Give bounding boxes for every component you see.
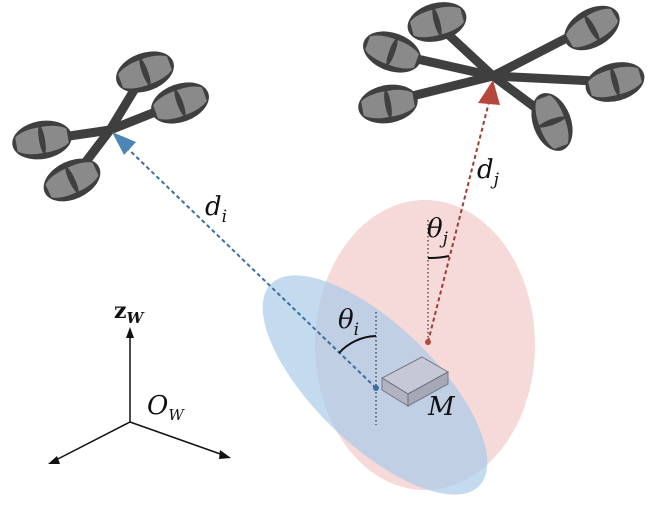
ray-d-i (123, 144, 377, 389)
blue-uncertainty-ellipse (262, 275, 488, 495)
point-i (373, 385, 379, 391)
ray-d-j-arrowhead (478, 80, 500, 105)
label-origin-w: OW (147, 391, 185, 424)
world-frame-axes (51, 334, 227, 463)
quadrotor-icon (9, 43, 215, 210)
point-j (425, 339, 431, 345)
ray-d-i-arrowhead (112, 132, 136, 155)
angle-arc-i (338, 335, 377, 354)
label-theta-j: θj (427, 214, 449, 249)
hexarotor-icon (355, 0, 649, 157)
label-marker-m: M (427, 392, 456, 422)
x-axis-arrowhead (48, 456, 60, 464)
box-marker-icon (380, 356, 450, 407)
angle-arc-j (427, 255, 450, 260)
label-d-i: di (205, 192, 227, 227)
label-d-j: dj (477, 155, 500, 190)
z-axis-arrowhead (126, 327, 134, 338)
label-z-w: zW (114, 298, 146, 327)
label-theta-i: θi (338, 305, 359, 340)
y-axis-arrowhead (219, 450, 231, 459)
